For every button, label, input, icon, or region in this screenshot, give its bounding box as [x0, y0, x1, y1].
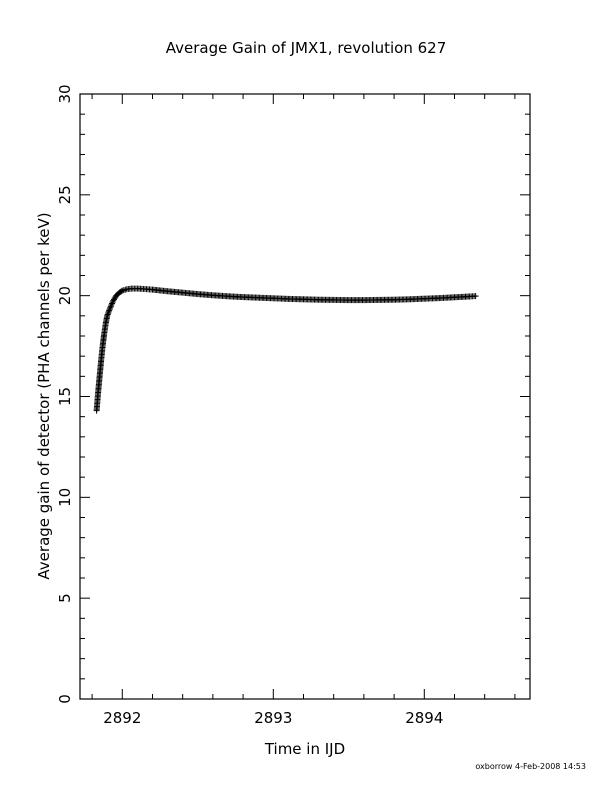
- y-tick-label: 5: [56, 593, 74, 603]
- x-axis-label: Time in IJD: [264, 740, 345, 758]
- data-point: [106, 307, 113, 314]
- axis-ticks: [80, 93, 530, 700]
- data-points: [93, 285, 479, 414]
- data-point: [106, 306, 113, 313]
- y-tick-label: 15: [56, 387, 74, 406]
- footer-stamp: oxborrow 4-Feb-2008 14:53: [475, 762, 586, 771]
- chart-title: Average Gain of JMX1, revolution 627: [166, 39, 447, 57]
- x-tick-label: 2892: [103, 709, 141, 727]
- y-tick-label: 10: [56, 488, 74, 507]
- data-point: [472, 293, 479, 300]
- y-tick-label: 20: [56, 286, 74, 305]
- tick-labels: 2892 2893 2894 0 5 10 15 20 25 30: [56, 84, 443, 727]
- data-point: [109, 300, 116, 307]
- data-point: [107, 304, 114, 311]
- data-point: [104, 311, 111, 318]
- x-tick-label: 2894: [405, 709, 443, 727]
- y-axis-label: Average gain of detector (PHA channels p…: [35, 212, 53, 579]
- y-tick-label: 30: [56, 84, 74, 103]
- y-tick-label: 0: [56, 694, 74, 704]
- data-point: [105, 308, 112, 315]
- data-point: [107, 303, 114, 310]
- data-point: [108, 301, 115, 308]
- data-point: [109, 299, 116, 306]
- plot-frame: [79, 93, 531, 700]
- data-point: [104, 312, 111, 319]
- x-tick-label: 2893: [254, 709, 292, 727]
- data-point: [105, 310, 112, 317]
- y-tick-label: 25: [56, 185, 74, 204]
- data-point: [118, 288, 125, 295]
